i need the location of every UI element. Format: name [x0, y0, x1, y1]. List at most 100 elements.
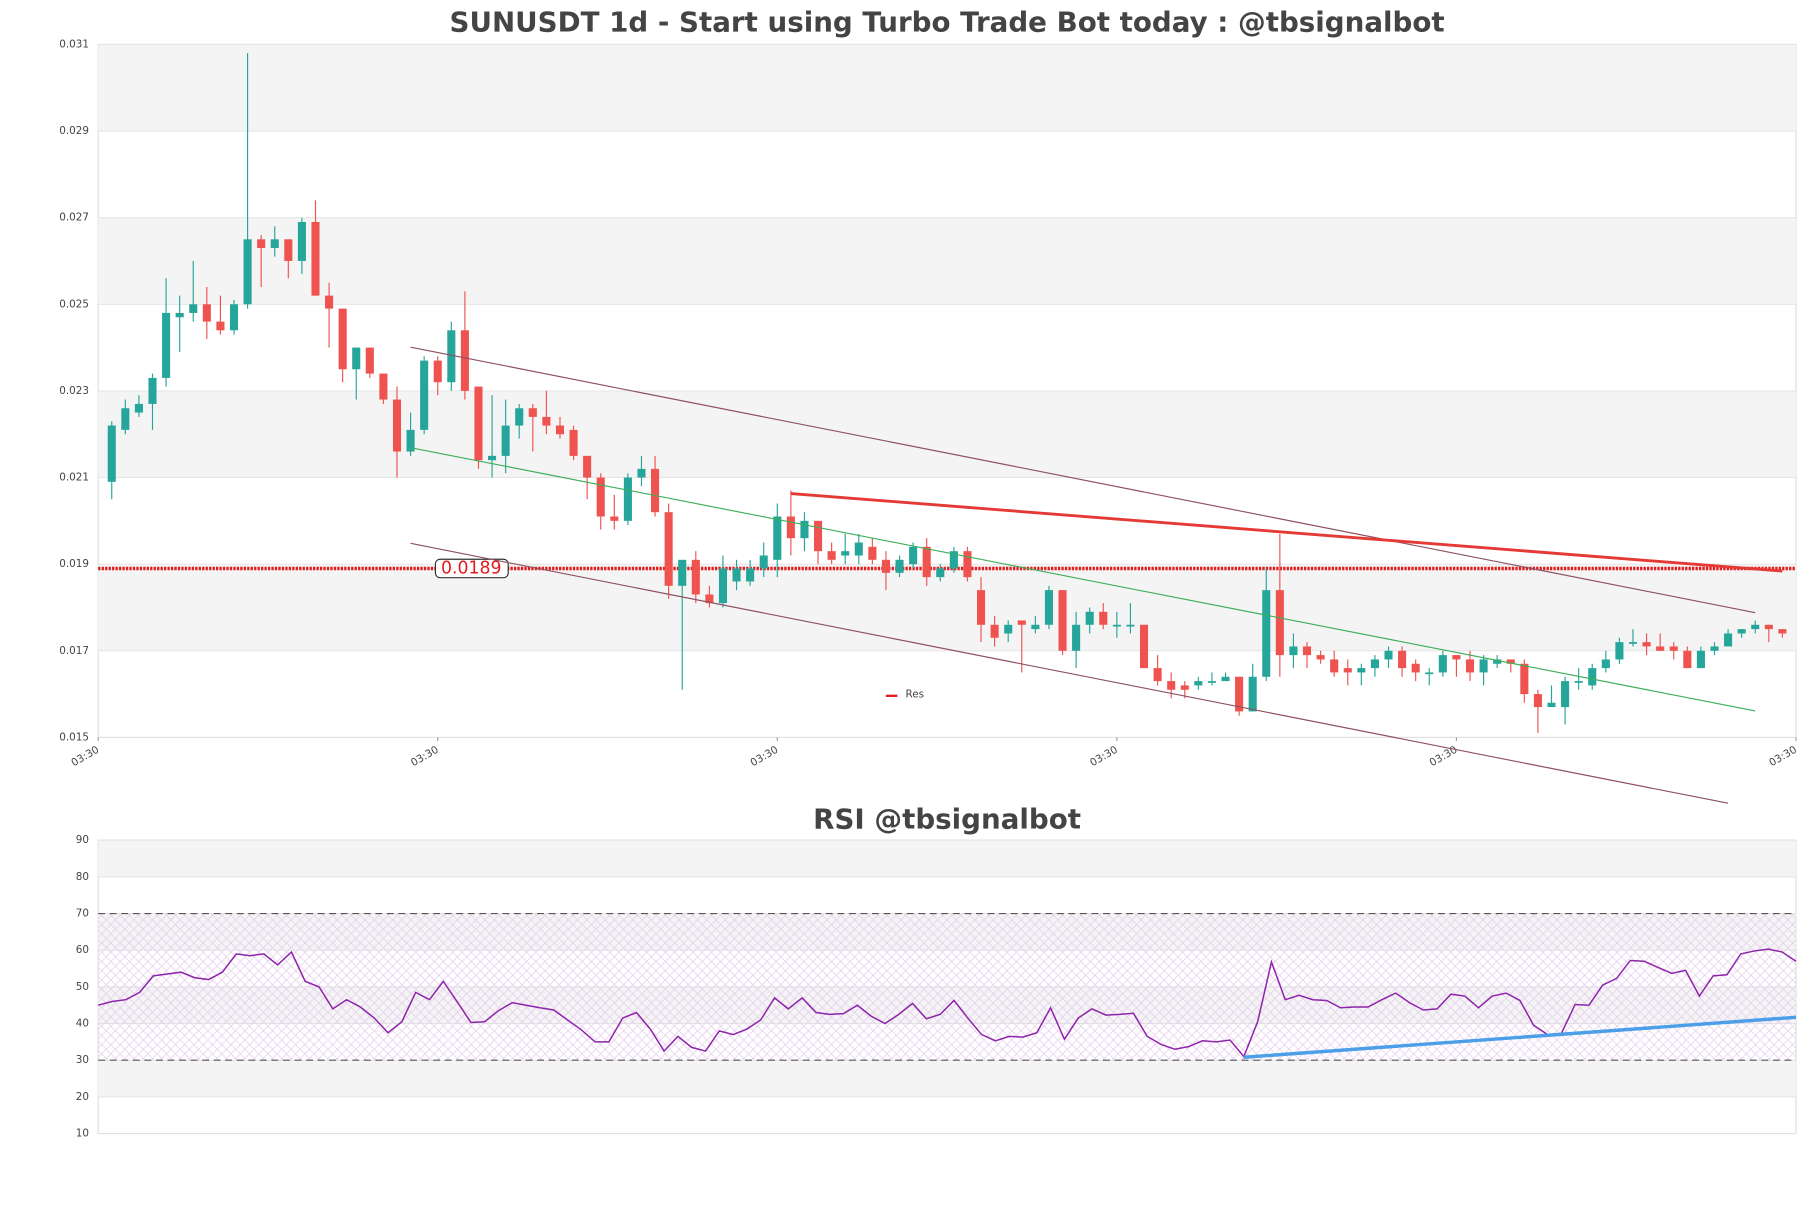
candle-body — [1126, 624, 1135, 627]
candle-body — [1357, 668, 1366, 673]
candle-body — [949, 551, 958, 569]
candle-body — [1628, 642, 1638, 644]
y-tick-label: 40 — [76, 1018, 89, 1030]
candle-body — [841, 551, 850, 556]
candle-body — [1221, 676, 1230, 682]
candle-body — [691, 559, 700, 595]
band — [98, 1060, 1796, 1097]
candle-body — [1601, 659, 1610, 669]
candle-body — [1275, 590, 1284, 656]
y-tick-label: 0.029 — [59, 125, 89, 137]
candle-body — [474, 386, 483, 461]
candle-body — [610, 516, 619, 521]
candle-body — [1139, 624, 1149, 669]
hatch-band — [98, 913, 1796, 1061]
candle-body — [868, 546, 877, 560]
y-tick-label: 0.021 — [59, 472, 89, 484]
candle-body — [433, 360, 442, 383]
candle-body — [678, 559, 687, 586]
candle-body — [963, 551, 972, 578]
candle-body — [148, 377, 157, 404]
band — [98, 840, 1796, 877]
trend-line — [790, 492, 1783, 573]
candle-body — [1194, 681, 1203, 686]
candle-body — [1656, 646, 1665, 651]
candle-body — [1683, 650, 1692, 669]
y-tick-label: 0.023 — [59, 385, 89, 397]
y-tick-label: 80 — [76, 871, 89, 883]
chart-title: RSI @tbsignalbot — [813, 803, 1081, 836]
level-label: 0.0189 — [441, 558, 502, 578]
y-tick-label: 0.031 — [59, 38, 89, 50]
band — [98, 217, 1796, 305]
y-tick-label: 0.027 — [59, 212, 89, 224]
candle-body — [352, 347, 361, 370]
candle-body — [1370, 659, 1379, 669]
candle-body — [257, 239, 266, 248]
candle-body — [555, 425, 565, 435]
candle-body — [786, 516, 795, 539]
candle-body — [1561, 681, 1570, 708]
candle-body — [297, 221, 306, 261]
candle-body — [1384, 650, 1393, 660]
candle-body — [1262, 590, 1271, 677]
candle-body — [420, 360, 429, 430]
candle-body — [990, 624, 999, 638]
candle-body — [746, 568, 755, 582]
candle-body — [1506, 659, 1515, 664]
candle-body — [1533, 694, 1542, 708]
candle-body — [1302, 646, 1312, 656]
candle-body — [134, 403, 143, 413]
trend-line — [410, 542, 1729, 804]
candle-body — [542, 416, 551, 426]
candle-body — [1153, 668, 1162, 682]
trend-line — [410, 447, 1756, 712]
candle-body — [189, 304, 198, 313]
candle-body — [814, 520, 823, 552]
candle-body — [1669, 646, 1678, 651]
candle-body — [447, 330, 456, 383]
x-tick-label: 03:30 — [1767, 744, 1799, 769]
band — [98, 44, 1796, 132]
candle-body — [515, 408, 524, 426]
chart-title: SUNUSDT 1d - Start using Turbo Trade Bot… — [450, 6, 1445, 39]
candle-body — [854, 542, 863, 556]
y-tick-label: 0.025 — [59, 298, 89, 310]
candle-body — [1248, 676, 1257, 712]
candle-body — [379, 373, 388, 400]
candle-body — [1316, 655, 1325, 660]
x-tick-label: 03:30 — [748, 744, 780, 769]
candle-body — [976, 590, 986, 625]
candle-body — [732, 568, 741, 582]
candle-body — [1479, 659, 1488, 673]
band — [98, 390, 1796, 478]
candle-body — [1017, 620, 1026, 625]
y-tick-label: 30 — [76, 1054, 89, 1066]
candle-body — [1058, 590, 1067, 651]
candle-body — [406, 429, 415, 452]
band — [98, 564, 1796, 651]
candle-body — [175, 312, 184, 318]
y-tick-label: 0.015 — [59, 731, 89, 743]
candle-body — [664, 512, 673, 586]
trend-line — [410, 346, 1756, 614]
candle-body — [1574, 681, 1583, 683]
candle-body — [718, 568, 728, 604]
candle-body — [488, 455, 497, 461]
candle-body — [1751, 624, 1760, 630]
candle-body — [365, 347, 374, 374]
candle-body — [243, 239, 252, 305]
y-tick-label: 0.017 — [59, 645, 89, 657]
candle-body — [1547, 702, 1556, 708]
candle-body — [1289, 646, 1298, 656]
candle-body — [1398, 650, 1407, 669]
y-tick-label: 60 — [76, 944, 89, 956]
y-tick-label: 70 — [76, 908, 89, 920]
candle-body — [1493, 659, 1502, 664]
candle-body — [1642, 642, 1651, 647]
trend-line — [1243, 1015, 1797, 1060]
candle-body — [162, 312, 171, 378]
candle-body — [759, 555, 768, 569]
candle-body — [596, 477, 605, 517]
